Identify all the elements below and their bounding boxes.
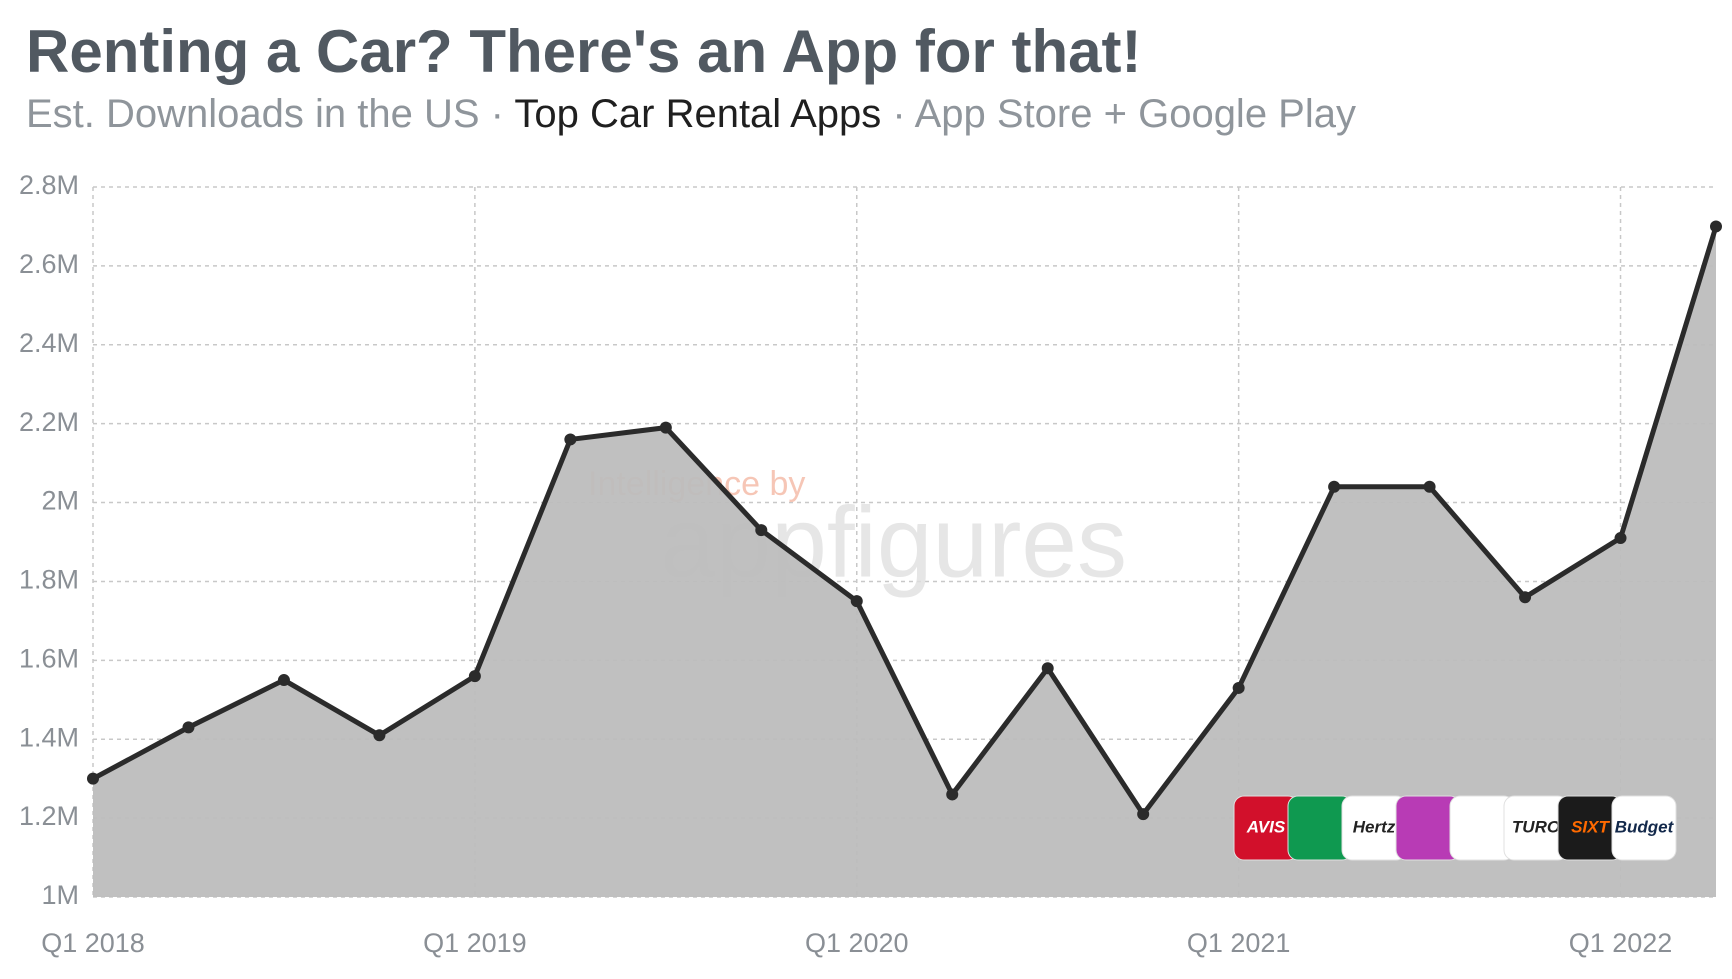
- point: [946, 788, 959, 801]
- point: [1137, 808, 1150, 821]
- point: [1328, 480, 1341, 493]
- point: [1423, 480, 1436, 493]
- app-icon-label: SIXT: [1571, 817, 1610, 836]
- point: [564, 433, 577, 446]
- subtitle-part: Est. Downloads in the US ·: [26, 92, 514, 136]
- x-tick-label: Q1 2021: [1187, 928, 1291, 958]
- subtitle-part: · App Store + Google Play: [881, 92, 1356, 136]
- app-icon-label: Budget: [1615, 817, 1675, 836]
- app-icons: AVIS Hertz TURO SIXT Budget: [1233, 795, 1677, 861]
- y-tick-label: 1.2M: [19, 801, 79, 831]
- point: [1519, 591, 1532, 604]
- point: [1232, 681, 1245, 694]
- y-tick-label: 1.8M: [19, 565, 79, 595]
- y-tick-label: 2M: [41, 486, 79, 516]
- y-tick-label: 2.4M: [19, 328, 79, 358]
- app-icon-label: TURO: [1512, 817, 1560, 836]
- point: [659, 421, 672, 434]
- x-tick-label: Q1 2020: [805, 928, 909, 958]
- point: [755, 524, 768, 537]
- y-tick-label: 1.4M: [19, 722, 79, 752]
- x-tick-label: Q1 2019: [423, 928, 527, 958]
- area: [93, 226, 1716, 897]
- y-tick-label: 2.8M: [19, 170, 79, 200]
- y-tick-label: 2.2M: [19, 407, 79, 437]
- subtitle-part: Top Car Rental Apps: [514, 92, 881, 136]
- point: [1614, 532, 1627, 545]
- point: [1041, 662, 1054, 675]
- chart-title: Renting a Car? There's an App for that!: [26, 18, 1141, 85]
- x-tick-label: Q1 2018: [41, 928, 145, 958]
- x-tick-label: Q1 2022: [1569, 928, 1673, 958]
- y-tick-label: 2.6M: [19, 249, 79, 279]
- point: [468, 670, 481, 683]
- point: [87, 772, 99, 785]
- point: [1710, 220, 1722, 233]
- y-tick-label: 1.6M: [19, 643, 79, 673]
- app-icon-label: AVIS: [1246, 817, 1286, 836]
- point: [850, 595, 863, 608]
- point: [182, 721, 195, 734]
- app-icon-label: Hertz: [1353, 817, 1396, 836]
- point: [277, 674, 290, 687]
- point: [373, 729, 386, 742]
- y-tick-label: 1M: [41, 880, 79, 910]
- app-icon: [1611, 795, 1677, 861]
- chart-subtitle: Est. Downloads in the US · Top Car Renta…: [26, 92, 1356, 136]
- line: [91, 225, 1719, 817]
